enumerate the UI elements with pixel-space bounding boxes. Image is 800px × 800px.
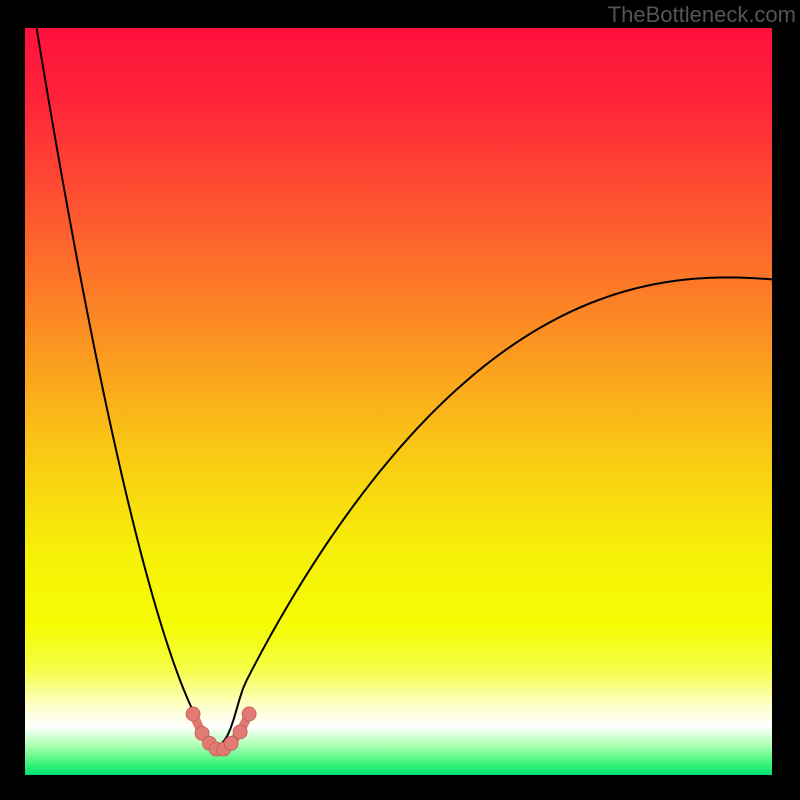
chart-svg — [25, 28, 772, 775]
plot-area — [25, 28, 772, 775]
marker-dot — [233, 725, 247, 739]
marker-dot — [224, 736, 238, 750]
marker-dot — [242, 707, 256, 721]
marker-dot — [186, 707, 200, 721]
gradient-background — [25, 28, 772, 775]
chart-frame: TheBottleneck.com — [0, 0, 800, 800]
watermark-text: TheBottleneck.com — [608, 0, 800, 28]
